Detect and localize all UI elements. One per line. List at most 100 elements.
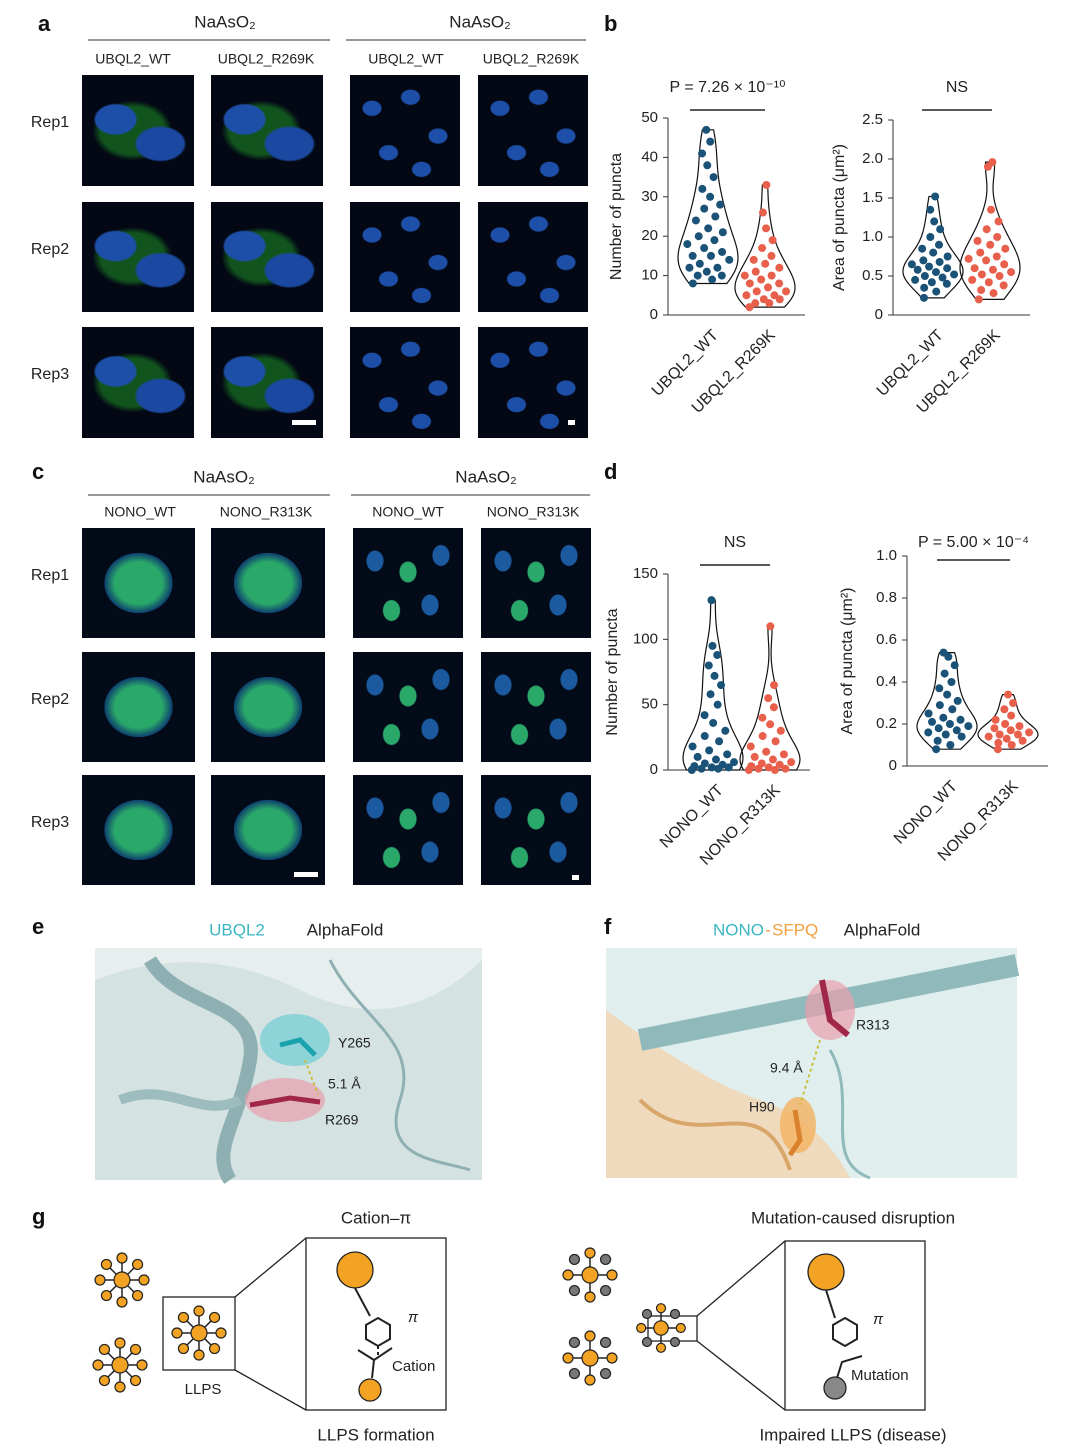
data-point (988, 158, 997, 167)
y-tick-label: 0.4 (876, 673, 897, 690)
data-point (1001, 244, 1010, 253)
cluster-node (114, 1381, 126, 1393)
data-point (779, 750, 788, 759)
data-point (724, 763, 733, 772)
cluster-node (599, 1253, 612, 1266)
data-point (982, 256, 991, 265)
protein-label: UBQL2 (209, 920, 265, 939)
pi-label: π (873, 1311, 884, 1328)
data-point (974, 295, 983, 304)
cluster-node (584, 1247, 596, 1259)
scale-bar (292, 420, 316, 425)
data-point (950, 661, 959, 670)
cluster-node (568, 1336, 581, 1349)
cluster-node (636, 1322, 647, 1334)
data-point (787, 758, 796, 767)
data-point (1009, 699, 1018, 707)
data-point (750, 752, 759, 761)
data-point (948, 705, 957, 714)
micrograph (481, 528, 591, 638)
data-point (710, 671, 719, 680)
data-point (700, 732, 709, 741)
residue-label: Y265 (338, 1035, 371, 1051)
data-point (688, 742, 697, 751)
protein-label: NONO (713, 920, 764, 939)
distance-label: 9.4 Å (770, 1060, 803, 1076)
row-label: Rep1 (31, 567, 69, 584)
data-point (771, 737, 780, 746)
data-point (723, 750, 732, 759)
y-axis-label: Area of puncta (μm²) (831, 144, 848, 291)
y-tick-label: 50 (641, 109, 658, 126)
data-point (994, 738, 1003, 747)
data-point (717, 681, 726, 690)
data-point (1000, 260, 1009, 269)
violin-outline (959, 161, 1021, 300)
data-point (752, 287, 761, 296)
data-point (764, 694, 773, 703)
data-point (707, 596, 716, 605)
row-label: Rep2 (31, 691, 69, 708)
y-tick-label: 0.5 (862, 267, 883, 284)
cluster-node (599, 1367, 612, 1380)
cluster-node (562, 1352, 574, 1364)
y-tick-label: 100 (633, 630, 658, 647)
data-point (718, 247, 727, 256)
cluster-core (111, 1356, 129, 1374)
micrograph (82, 528, 195, 638)
data-point (1007, 741, 1016, 749)
cluster-node (568, 1284, 581, 1297)
data-point (995, 730, 1004, 739)
data-point (683, 240, 692, 249)
data-point (1025, 728, 1034, 737)
data-point (758, 244, 767, 253)
panel-label: e (32, 914, 44, 939)
cluster-node (94, 1274, 106, 1286)
data-point (1018, 736, 1027, 745)
data-point (713, 700, 722, 709)
cluster-core (190, 1324, 208, 1342)
data-point (939, 713, 948, 722)
micrograph (82, 202, 194, 312)
cluster-node (131, 1258, 144, 1271)
data-point (688, 251, 697, 260)
y-axis-label: Number of puncta (608, 153, 625, 280)
data-point (757, 275, 766, 284)
data-point (698, 184, 707, 193)
data-point (935, 701, 944, 710)
data-point (982, 225, 991, 234)
data-point (725, 255, 734, 264)
micrograph (353, 528, 463, 638)
data-point (1007, 711, 1016, 720)
data-point (766, 720, 775, 729)
data-point (946, 741, 955, 749)
cluster-node (131, 1289, 144, 1302)
condition-label: NaAsO₂ (194, 12, 255, 31)
data-point (935, 240, 944, 249)
data-point (704, 224, 713, 233)
micrograph (481, 775, 591, 885)
cluster-node (655, 1342, 667, 1353)
cluster-node (606, 1352, 618, 1364)
data-point (694, 232, 703, 241)
column-label: UBQL2_WT (368, 51, 444, 67)
cluster-node (655, 1303, 667, 1314)
data-point (988, 265, 997, 274)
data-point (764, 763, 773, 772)
data-point (693, 271, 702, 280)
micrograph (353, 652, 463, 762)
column-label: NONO_WT (372, 504, 444, 520)
data-point (907, 260, 916, 269)
cluster-node (599, 1336, 612, 1349)
y-tick-label: 10 (641, 267, 658, 284)
data-point (935, 684, 944, 693)
cluster-core (653, 1320, 669, 1336)
data-point (715, 737, 724, 746)
data-point (941, 730, 950, 739)
data-point (702, 125, 711, 134)
data-point (913, 265, 922, 274)
y-tick-label: 50 (641, 696, 658, 713)
y-tick-label: 2.0 (862, 150, 883, 167)
